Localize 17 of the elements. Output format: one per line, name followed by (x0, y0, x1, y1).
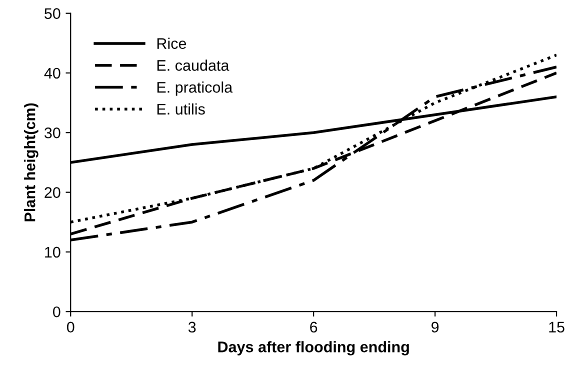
y-tick-label: 20 (44, 187, 60, 198)
legend-label: Rice (157, 38, 186, 49)
y-tick-label: 10 (45, 246, 60, 258)
legend-label: E. utilis (157, 103, 205, 115)
legend-label: E. praticola (157, 82, 233, 96)
x-tick-label: 0 (66, 322, 74, 333)
x-axis-title: Days after flooding ending (218, 341, 409, 356)
x-tick-label: 15 (549, 322, 564, 333)
legend-label: E. caudata (157, 60, 230, 71)
y-tick-label: 40 (44, 68, 60, 79)
y-tick-label: 30 (44, 127, 60, 138)
y-tick-label: 50 (44, 8, 60, 19)
x-tick-label: 6 (310, 322, 318, 333)
x-tick-label: 9 (432, 322, 439, 333)
x-tick-label: 3 (188, 322, 196, 333)
y-tick-label: 0 (53, 306, 60, 318)
y-axis-title: Plant height(cm) (24, 103, 38, 222)
